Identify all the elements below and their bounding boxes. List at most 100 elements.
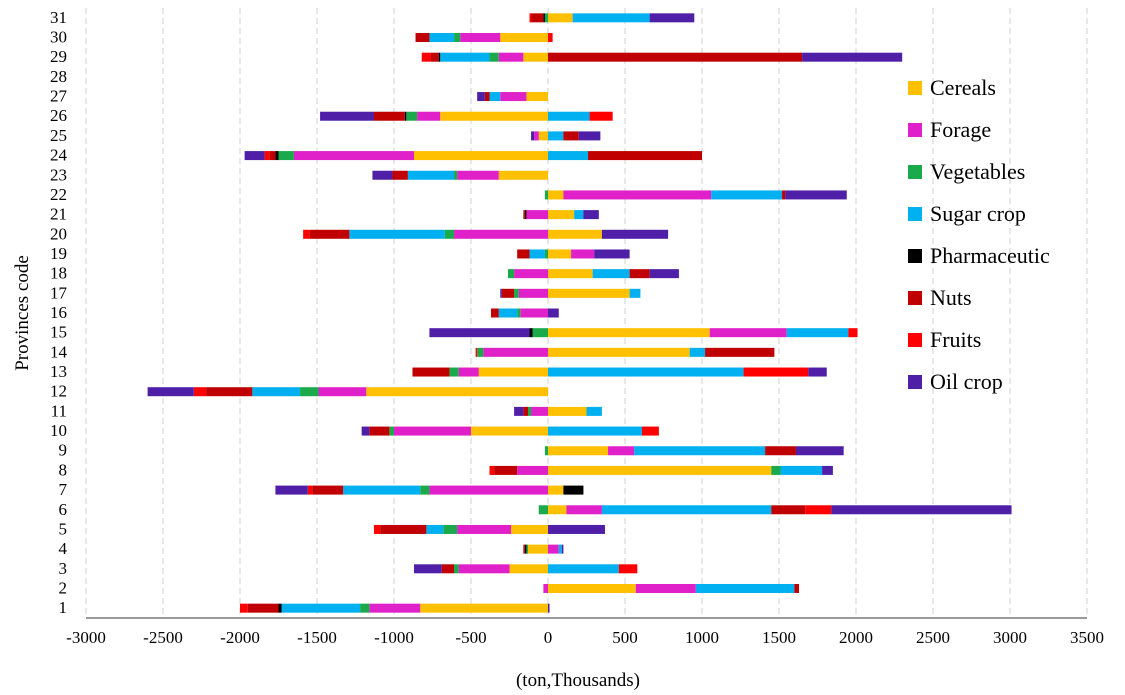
- bar-segment: [548, 151, 589, 161]
- legend-swatch: [908, 165, 922, 179]
- bar-segment: [548, 52, 803, 62]
- bar-segment: [373, 111, 405, 121]
- y-tick-label: 13: [50, 362, 67, 381]
- bar-segment: [514, 288, 519, 298]
- bar-segment: [244, 151, 265, 161]
- bar-segment: [420, 603, 548, 613]
- bar-segment: [765, 446, 796, 456]
- bar-segment: [523, 544, 525, 554]
- bar-segment: [430, 52, 439, 62]
- y-tick-label: 16: [50, 303, 67, 322]
- y-tick-label: 22: [50, 185, 67, 204]
- y-tick-label: 30: [50, 28, 67, 47]
- bar-segment: [586, 406, 602, 416]
- bar-segment: [478, 367, 548, 377]
- bar-segment: [548, 190, 564, 200]
- bar-segment: [454, 33, 461, 43]
- bar-segment: [489, 52, 499, 62]
- bar-segment: [601, 505, 772, 515]
- bar-segment: [500, 288, 502, 298]
- bar-segment: [426, 524, 444, 534]
- legend-label: Vegetables: [930, 159, 1025, 184]
- bar-segment: [594, 249, 630, 259]
- bar-segment: [518, 288, 548, 298]
- bar-segment: [318, 387, 367, 397]
- x-tick-label: 3500: [1070, 628, 1104, 647]
- y-tick-label: 7: [59, 480, 68, 499]
- bar-segment: [517, 249, 530, 259]
- bar-segment: [275, 485, 308, 495]
- bar-segment: [501, 288, 515, 298]
- y-axis-title: Provinces code: [12, 255, 33, 371]
- bar-segment: [523, 52, 548, 62]
- bar-segment: [771, 465, 781, 475]
- bar-segment: [269, 151, 276, 161]
- bar-segment: [544, 446, 548, 456]
- y-tick-label: 8: [59, 460, 68, 479]
- bar-segment: [366, 387, 548, 397]
- bar-segment: [147, 387, 194, 397]
- x-tick-label: -2500: [143, 628, 183, 647]
- bar-segment: [278, 151, 294, 161]
- bar-segment: [389, 426, 394, 436]
- y-tick-label: 26: [50, 106, 67, 125]
- bar-segment: [780, 465, 823, 475]
- bar-segment: [529, 13, 532, 23]
- bar-segment: [406, 111, 418, 121]
- bar-segment: [414, 564, 442, 574]
- bar-segment: [822, 465, 833, 475]
- bar-segment: [544, 13, 548, 23]
- bar-segment: [641, 426, 659, 436]
- y-tick-label: 12: [50, 382, 67, 401]
- bar-segment: [548, 406, 587, 416]
- y-tick-label: 11: [51, 401, 67, 420]
- bar-segment: [454, 229, 548, 239]
- bar-segment: [517, 465, 548, 475]
- legend: Cereals Forage Vegetables Sugar crop Pharmac…: [908, 75, 1050, 394]
- y-tick-label: 9: [59, 441, 68, 460]
- y-tick-label: 3: [59, 559, 68, 578]
- x-tick-label: -2000: [220, 628, 260, 647]
- bar-segment: [429, 328, 530, 338]
- bar-segment: [498, 170, 548, 180]
- bar-segment: [534, 131, 539, 141]
- bar-segment: [457, 524, 512, 534]
- bar-segment: [566, 505, 602, 515]
- bar-segment: [743, 367, 809, 377]
- bar-segment: [307, 485, 313, 495]
- bar-segment: [471, 426, 548, 436]
- bar-segment: [543, 13, 545, 23]
- bar-segment: [649, 13, 695, 23]
- bar-segment: [293, 151, 415, 161]
- bar-segment: [443, 524, 458, 534]
- y-tick-label: 28: [50, 67, 67, 86]
- bar-segment: [785, 190, 847, 200]
- bar-segment: [489, 465, 495, 475]
- y-tick-label: 5: [59, 519, 68, 538]
- bar-segment: [563, 190, 712, 200]
- bar-segment: [494, 465, 518, 475]
- bar-segment: [592, 269, 630, 279]
- bar-segment: [417, 111, 441, 121]
- bar-segment: [563, 485, 584, 495]
- bar-segment: [795, 446, 844, 456]
- bar-segment: [558, 544, 562, 554]
- bar-segment: [548, 131, 564, 141]
- bar-segment: [574, 210, 584, 220]
- bar-segment: [578, 131, 601, 141]
- bar-segment: [526, 544, 528, 554]
- x-tick-label: 0: [544, 628, 553, 647]
- bar-segment: [548, 249, 572, 259]
- y-tick-label: 15: [50, 323, 67, 342]
- x-tick-label: -1500: [297, 628, 337, 647]
- bar-segment: [206, 387, 253, 397]
- bar-segment: [786, 328, 849, 338]
- bar-segment: [392, 170, 408, 180]
- bar-segment: [303, 229, 310, 239]
- bar-segment: [548, 505, 567, 515]
- bar-segment: [563, 131, 579, 141]
- bar-segment: [782, 190, 786, 200]
- x-tick-label: 500: [612, 628, 638, 647]
- bar-segment: [507, 269, 515, 279]
- bar-segment: [531, 13, 544, 23]
